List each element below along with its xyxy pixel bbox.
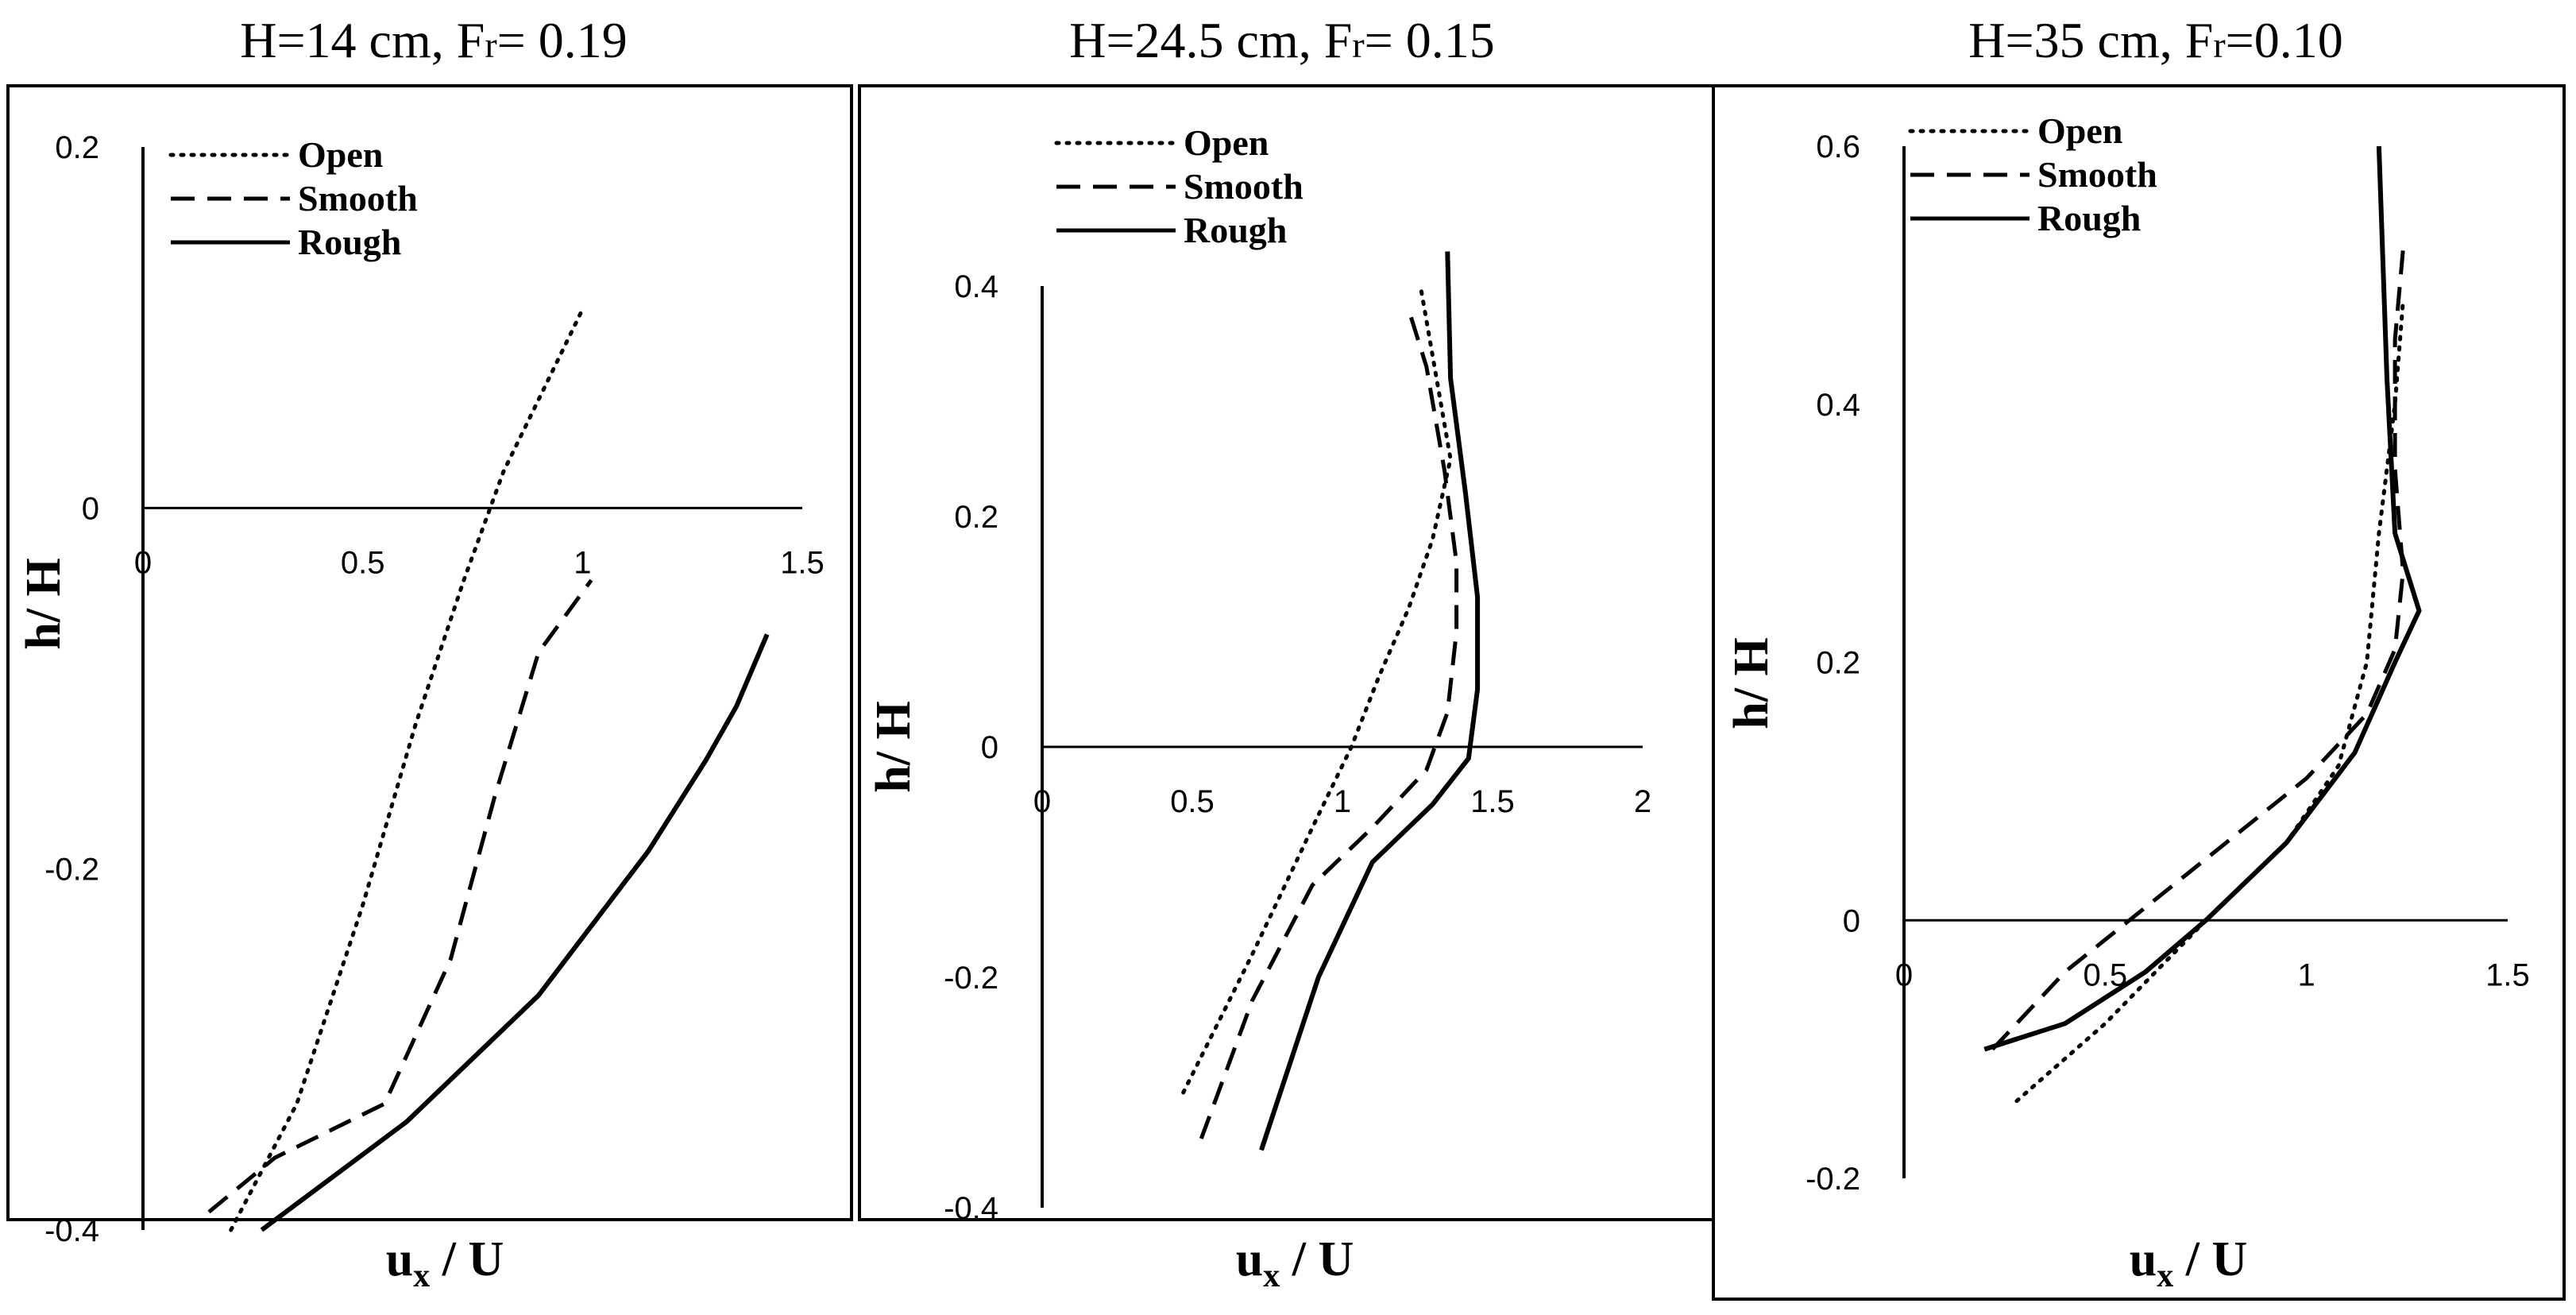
series-line-open [1181, 284, 1453, 1095]
x-tick-label: 0.5 [1170, 784, 1215, 819]
x-tick-label: 0 [1033, 784, 1051, 819]
panel-frame [858, 84, 1715, 1221]
y-tick-label: 0 [981, 730, 998, 765]
x-tick-label: 1.5 [780, 545, 825, 580]
x-tick-label: 1 [1334, 784, 1351, 819]
y-tick-label: 0.2 [55, 130, 99, 165]
x-tick-label: 2 [1634, 784, 1651, 819]
y-axis-label: h/ H [1724, 637, 1778, 729]
series-line-rough [1983, 145, 2422, 1052]
x-axis-label: ux / U [386, 1232, 504, 1294]
x-tick-label: 0.5 [341, 545, 385, 580]
panel-frame [1712, 84, 2566, 1301]
legend-label-rough: Rough [2037, 198, 2141, 238]
y-tick-label: 0.4 [954, 269, 998, 304]
chart-title: H=14 cm, Fr= 0.19 [240, 12, 628, 68]
y-tick-label: -0.2 [1806, 1162, 1860, 1197]
panel-frame [6, 84, 853, 1221]
x-axis-label: ux / U [2130, 1232, 2247, 1294]
series-line-open [2014, 299, 2405, 1104]
x-tick-label: 1.5 [2485, 957, 2530, 992]
chart-title: H=24.5 cm, Fr= 0.15 [1069, 12, 1495, 68]
x-tick-label: 0 [1895, 957, 1913, 992]
chart-panel-2: H=24.5 cm, Fr= 0.15 0 0.5 1 1.5 2 0.4 0.2 0 -0.2 -… [858, 12, 1715, 1294]
x-axis-label: ux / U [1236, 1232, 1354, 1294]
legend-label-smooth: Smooth [1184, 166, 1303, 207]
y-tick-label: 0.2 [1816, 646, 1860, 681]
y-tick-label: -0.4 [44, 1213, 99, 1248]
x-tick-label: 0 [134, 545, 152, 580]
series-line-open [229, 307, 585, 1232]
y-tick-label: 0.6 [1816, 130, 1860, 164]
chart-panel-3: H=35 cm, Fr=0.100 0.5 1 1.50.60.40.20-0.2ux… [1712, 12, 2566, 1301]
y-tick-label: -0.2 [944, 961, 998, 996]
legend-label-smooth: Smooth [2037, 154, 2157, 195]
chart-title: H=35 cm, Fr=0.10 [1968, 12, 2343, 68]
y-tick-label: 0 [1843, 903, 1860, 938]
chart-panel-1: H=14 cm, Fr= 0.19 0 0.5 1 1.5 0.2 0 -0.2 -0.4 ux … [6, 12, 853, 1294]
y-tick-label: 0 [82, 491, 99, 526]
series-line-smooth [207, 578, 593, 1214]
y-tick-label: 0.2 [954, 500, 998, 535]
legend-label-open: Open [1184, 122, 1269, 163]
x-tick-label: 1.5 [1470, 784, 1515, 819]
legend-label-rough: Rough [298, 222, 401, 262]
series-line-rough [260, 633, 770, 1232]
y-axis-label: h/ H [17, 558, 71, 649]
x-tick-label: 1 [574, 545, 591, 580]
series-line-smooth [1199, 308, 1459, 1139]
legend-label-open: Open [298, 134, 383, 175]
y-tick-label: -0.4 [944, 1191, 998, 1226]
legend-label-open: Open [2037, 110, 2122, 151]
y-axis-label: h/ H [867, 701, 921, 792]
series-line-rough [1259, 251, 1481, 1151]
legend-label-smooth: Smooth [298, 178, 418, 219]
legend-label-rough: Rough [1184, 210, 1287, 250]
y-tick-label: 0.4 [1816, 388, 1860, 423]
y-tick-label: -0.2 [44, 853, 99, 888]
x-tick-label: 1 [2298, 957, 2315, 992]
